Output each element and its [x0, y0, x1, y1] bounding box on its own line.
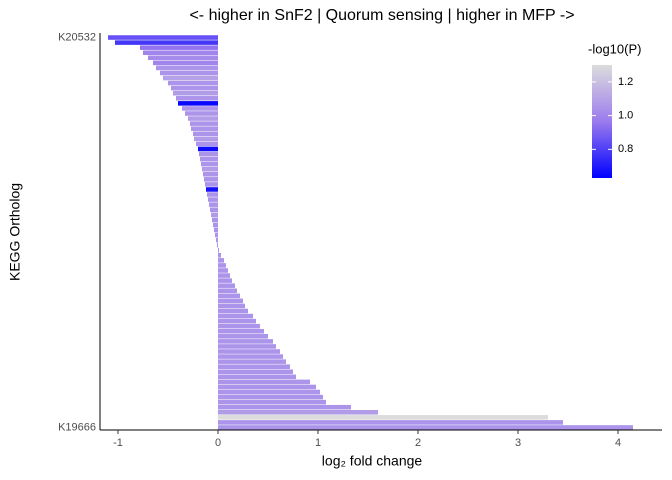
bar [218, 374, 296, 380]
colorbar-tick-label: 1.0 [618, 110, 633, 122]
bar [173, 90, 218, 96]
bar [193, 131, 218, 137]
bar [218, 339, 273, 344]
bar [218, 334, 268, 339]
bar [171, 85, 218, 91]
x-tick-label: -1 [113, 437, 123, 449]
bar [218, 359, 286, 364]
bar [178, 101, 218, 106]
bar [218, 404, 351, 410]
bar [209, 202, 218, 207]
legend-title: -log10(P) [588, 41, 641, 56]
bar [143, 50, 218, 56]
x-tick-label: 4 [615, 437, 621, 449]
bar [160, 70, 218, 76]
bar [218, 318, 256, 324]
x-axis-label: log₂ fold change [322, 453, 423, 469]
bar [218, 247, 219, 253]
y-tick-label: K20532 [58, 31, 96, 43]
bar [211, 212, 218, 218]
chart-title: <- higher in SnF2 | Quorum sensing | hig… [189, 7, 574, 24]
bar [198, 146, 218, 152]
bar [218, 263, 226, 268]
bar [218, 369, 293, 375]
bar [218, 273, 230, 278]
bar [218, 425, 633, 430]
bar [215, 232, 218, 238]
x-tick-label: 0 [215, 437, 221, 449]
bar [156, 65, 218, 71]
colorbar-tick-label: 0.8 [618, 143, 633, 155]
colorbar [592, 65, 612, 178]
bar [203, 171, 218, 177]
bar [218, 415, 548, 420]
bar [182, 106, 218, 111]
bar [208, 197, 218, 202]
bar [148, 55, 218, 61]
bar [140, 45, 218, 50]
bar [218, 379, 310, 385]
bar [200, 156, 218, 162]
bar [218, 364, 290, 369]
bar [218, 288, 237, 294]
bar [218, 399, 326, 405]
bar [194, 136, 218, 142]
bar [204, 177, 218, 182]
bar [199, 151, 218, 157]
bar [176, 96, 218, 101]
bar [218, 384, 316, 390]
bar [212, 217, 218, 223]
bar [218, 328, 264, 334]
bar [153, 60, 218, 66]
bar [210, 207, 218, 212]
bar [218, 298, 243, 304]
bar [213, 222, 218, 228]
y-tick-label: K19666 [58, 421, 96, 433]
y-axis-label: KEGG Ortholog [7, 183, 23, 281]
bar [108, 35, 218, 40]
bar [201, 161, 218, 167]
bar [206, 187, 218, 192]
bar [202, 166, 218, 172]
bar [207, 192, 218, 197]
bar [218, 409, 378, 415]
bar [218, 278, 232, 283]
bar [191, 126, 218, 131]
bar [168, 80, 218, 86]
bar [218, 344, 276, 349]
bar [218, 349, 280, 354]
bar [190, 121, 218, 126]
bar [218, 323, 260, 329]
colorbar-tick-label: 1.2 [618, 76, 633, 88]
bar [218, 268, 228, 273]
bar [214, 227, 218, 233]
bar [218, 420, 563, 425]
bar [185, 111, 218, 116]
bar [217, 242, 218, 248]
bar [218, 258, 224, 263]
x-tick-label: 1 [315, 437, 321, 449]
bar [188, 116, 218, 121]
bar [163, 75, 218, 81]
bar [216, 237, 218, 243]
bar [218, 313, 253, 319]
bar [218, 389, 320, 395]
bar [218, 354, 283, 359]
bar [218, 253, 221, 258]
bar [218, 293, 240, 299]
x-tick-label: 2 [415, 437, 421, 449]
bar [218, 394, 323, 400]
bar [205, 182, 218, 187]
bar [196, 141, 218, 147]
x-tick-label: 3 [515, 437, 521, 449]
bar [115, 40, 218, 45]
bar [218, 303, 245, 309]
bar [218, 308, 248, 314]
bar [218, 283, 235, 288]
